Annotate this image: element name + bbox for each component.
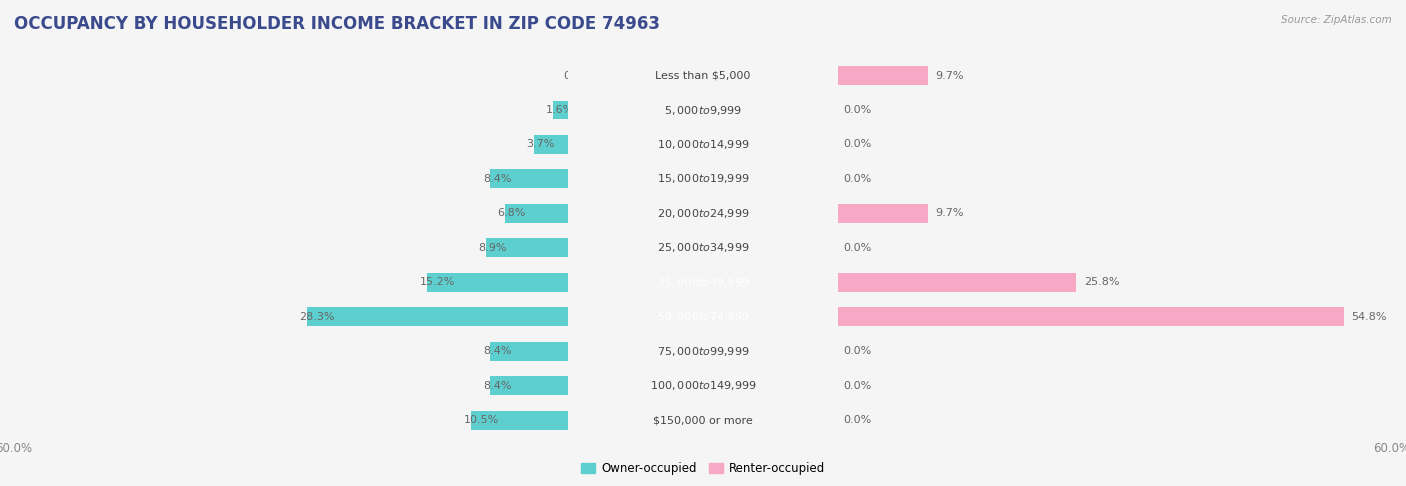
- Bar: [553, 101, 568, 120]
- Text: 0.0%: 0.0%: [844, 346, 872, 356]
- Bar: [568, 368, 1406, 403]
- Bar: [568, 58, 1406, 93]
- Bar: [568, 334, 1406, 368]
- Text: 25.8%: 25.8%: [1084, 278, 1119, 287]
- Bar: [568, 265, 1406, 299]
- Text: 3.7%: 3.7%: [526, 139, 554, 150]
- Text: $100,000 to $149,999: $100,000 to $149,999: [650, 379, 756, 392]
- Bar: [0, 368, 568, 403]
- Bar: [0, 265, 838, 299]
- Bar: [0, 127, 838, 162]
- Bar: [0, 299, 838, 334]
- Text: 54.8%: 54.8%: [1351, 312, 1386, 322]
- Bar: [485, 239, 568, 258]
- Bar: [838, 273, 1077, 292]
- Bar: [0, 231, 568, 265]
- Text: $50,000 to $74,999: $50,000 to $74,999: [657, 310, 749, 323]
- Text: 6.8%: 6.8%: [498, 208, 526, 218]
- Text: 8.9%: 8.9%: [478, 243, 506, 253]
- Bar: [0, 403, 568, 437]
- Bar: [0, 58, 568, 93]
- Bar: [568, 162, 1406, 196]
- Bar: [491, 376, 568, 395]
- Bar: [0, 93, 838, 127]
- Text: Source: ZipAtlas.com: Source: ZipAtlas.com: [1281, 15, 1392, 25]
- Text: 0.0%: 0.0%: [844, 415, 872, 425]
- Bar: [0, 403, 838, 437]
- Bar: [491, 342, 568, 361]
- Bar: [533, 135, 568, 154]
- Text: $5,000 to $9,999: $5,000 to $9,999: [664, 104, 742, 117]
- Bar: [0, 368, 838, 403]
- Bar: [568, 299, 1406, 334]
- Text: $25,000 to $34,999: $25,000 to $34,999: [657, 242, 749, 254]
- Text: 9.7%: 9.7%: [935, 208, 963, 218]
- Text: $75,000 to $99,999: $75,000 to $99,999: [657, 345, 749, 358]
- Text: $15,000 to $19,999: $15,000 to $19,999: [657, 173, 749, 186]
- Bar: [0, 58, 838, 93]
- Text: 1.6%: 1.6%: [546, 105, 574, 115]
- Text: 0.0%: 0.0%: [844, 174, 872, 184]
- Bar: [568, 127, 1406, 162]
- Text: OCCUPANCY BY HOUSEHOLDER INCOME BRACKET IN ZIP CODE 74963: OCCUPANCY BY HOUSEHOLDER INCOME BRACKET …: [14, 15, 659, 33]
- Bar: [307, 307, 568, 326]
- Text: Less than $5,000: Less than $5,000: [655, 70, 751, 81]
- Text: 0.0%: 0.0%: [844, 105, 872, 115]
- Text: $35,000 to $49,999: $35,000 to $49,999: [657, 276, 749, 289]
- Text: 9.7%: 9.7%: [935, 70, 963, 81]
- Text: 28.3%: 28.3%: [299, 312, 335, 322]
- Text: 8.4%: 8.4%: [482, 346, 512, 356]
- Text: 0.0%: 0.0%: [562, 70, 592, 81]
- Text: $10,000 to $14,999: $10,000 to $14,999: [657, 138, 749, 151]
- Bar: [491, 170, 568, 189]
- Bar: [0, 299, 568, 334]
- Bar: [568, 93, 1406, 127]
- Bar: [505, 204, 568, 223]
- Text: 0.0%: 0.0%: [844, 243, 872, 253]
- Text: $150,000 or more: $150,000 or more: [654, 415, 752, 425]
- Bar: [0, 265, 568, 299]
- Bar: [0, 334, 838, 368]
- Bar: [0, 162, 568, 196]
- Text: $20,000 to $24,999: $20,000 to $24,999: [657, 207, 749, 220]
- Bar: [0, 127, 568, 162]
- Text: 8.4%: 8.4%: [482, 381, 512, 391]
- Bar: [568, 231, 1406, 265]
- Text: 10.5%: 10.5%: [464, 415, 499, 425]
- Bar: [838, 66, 928, 85]
- Text: 8.4%: 8.4%: [482, 174, 512, 184]
- Bar: [568, 196, 1406, 231]
- Bar: [0, 93, 568, 127]
- Bar: [0, 231, 838, 265]
- Text: 0.0%: 0.0%: [844, 381, 872, 391]
- Text: 15.2%: 15.2%: [420, 278, 456, 287]
- Bar: [838, 204, 928, 223]
- Bar: [427, 273, 568, 292]
- Legend: Owner-occupied, Renter-occupied: Owner-occupied, Renter-occupied: [581, 462, 825, 475]
- Bar: [838, 307, 1344, 326]
- Bar: [0, 162, 838, 196]
- Bar: [0, 196, 838, 231]
- Text: 0.0%: 0.0%: [844, 139, 872, 150]
- Bar: [0, 334, 568, 368]
- Bar: [0, 196, 568, 231]
- Bar: [568, 403, 1406, 437]
- Bar: [471, 411, 568, 430]
